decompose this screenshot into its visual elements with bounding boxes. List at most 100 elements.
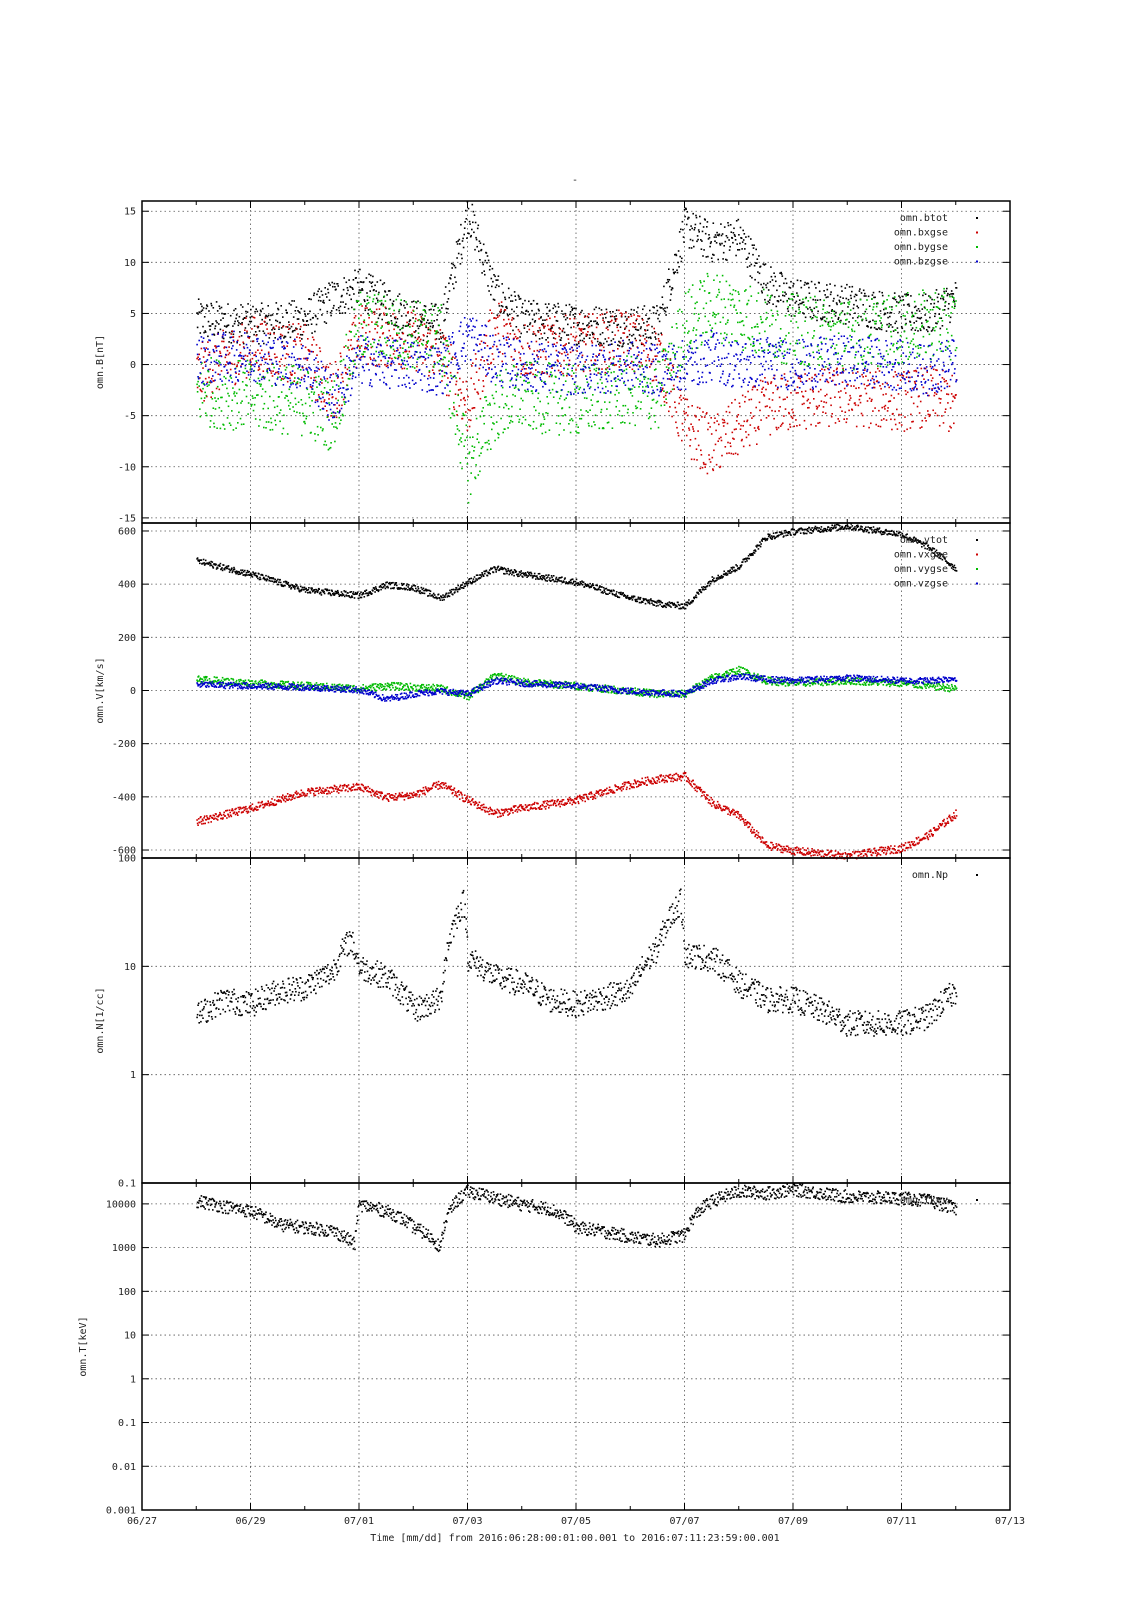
data-point bbox=[530, 362, 532, 364]
data-point bbox=[498, 406, 501, 408]
data-point bbox=[253, 317, 256, 319]
data-point bbox=[663, 400, 666, 403]
data-point bbox=[317, 367, 319, 370]
data-point bbox=[541, 372, 543, 375]
data-point bbox=[520, 370, 522, 372]
data-point bbox=[280, 371, 282, 374]
data-point bbox=[675, 254, 678, 257]
data-point bbox=[713, 254, 715, 256]
data-point bbox=[945, 380, 947, 382]
data-point bbox=[505, 305, 508, 308]
data-point bbox=[660, 332, 662, 334]
data-point bbox=[564, 312, 566, 315]
data-point bbox=[268, 367, 271, 370]
data-point bbox=[737, 414, 740, 416]
data-point bbox=[691, 426, 694, 428]
data-point bbox=[501, 283, 503, 285]
data-point bbox=[821, 368, 823, 370]
data-point bbox=[302, 331, 305, 333]
data-point bbox=[263, 320, 266, 323]
data-point bbox=[614, 320, 617, 322]
data-point bbox=[322, 301, 324, 303]
data-point bbox=[206, 414, 208, 417]
data-point bbox=[826, 393, 828, 396]
data-point bbox=[618, 392, 620, 394]
data-point bbox=[674, 271, 677, 273]
data-point bbox=[291, 370, 294, 372]
data-point bbox=[865, 319, 868, 322]
data-point bbox=[320, 397, 322, 400]
data-point bbox=[838, 420, 841, 422]
data-point bbox=[348, 279, 350, 281]
data-point bbox=[470, 234, 472, 237]
data-point bbox=[943, 380, 946, 383]
data-point bbox=[449, 277, 452, 280]
data-point bbox=[443, 337, 445, 340]
data-point bbox=[479, 259, 481, 261]
data-point bbox=[454, 276, 456, 279]
data-point bbox=[407, 363, 409, 366]
data-point bbox=[526, 331, 528, 333]
data-point bbox=[928, 394, 930, 397]
data-point bbox=[581, 391, 584, 394]
data-point bbox=[527, 310, 529, 313]
data-point bbox=[196, 391, 199, 393]
data-point bbox=[948, 345, 951, 347]
data-point bbox=[674, 353, 677, 355]
data-point bbox=[890, 330, 892, 333]
data-point bbox=[942, 309, 944, 311]
data-point bbox=[936, 322, 938, 325]
data-point bbox=[301, 376, 303, 379]
data-point bbox=[370, 379, 372, 381]
data-point bbox=[400, 366, 402, 368]
data-point bbox=[220, 396, 222, 399]
data-point bbox=[626, 336, 628, 339]
data-point bbox=[837, 352, 839, 355]
data-point bbox=[798, 306, 800, 309]
data-point bbox=[733, 227, 735, 230]
data-point bbox=[893, 292, 896, 294]
data-point bbox=[894, 423, 897, 426]
data-point bbox=[644, 329, 647, 332]
data-point bbox=[364, 356, 366, 358]
data-point bbox=[466, 463, 469, 465]
data-point bbox=[778, 295, 780, 298]
data-point bbox=[712, 253, 714, 256]
data-point bbox=[720, 439, 723, 442]
data-point bbox=[342, 288, 345, 291]
data-point bbox=[372, 364, 375, 366]
data-point bbox=[746, 258, 748, 260]
data-point bbox=[256, 382, 259, 384]
data-point bbox=[922, 386, 925, 389]
data-point bbox=[471, 228, 473, 231]
data-point bbox=[579, 329, 582, 331]
data-point bbox=[320, 360, 323, 363]
data-point bbox=[702, 332, 704, 334]
data-point bbox=[649, 416, 651, 418]
data-point bbox=[408, 357, 410, 359]
data-point bbox=[327, 288, 329, 291]
y-tick-label: 5 bbox=[130, 309, 136, 320]
data-point bbox=[254, 363, 256, 365]
data-point bbox=[949, 295, 951, 298]
data-point bbox=[442, 334, 445, 337]
data-point bbox=[333, 282, 336, 285]
data-point bbox=[868, 335, 870, 338]
data-point bbox=[580, 351, 583, 354]
data-point bbox=[396, 350, 398, 352]
data-point bbox=[203, 316, 206, 318]
data-point bbox=[250, 364, 253, 366]
data-point bbox=[704, 331, 707, 334]
data-point bbox=[686, 398, 689, 401]
data-point bbox=[446, 311, 448, 314]
data-point bbox=[576, 357, 579, 359]
data-point bbox=[537, 330, 539, 332]
data-point bbox=[295, 383, 297, 386]
data-point bbox=[676, 271, 679, 274]
data-point bbox=[656, 385, 658, 387]
data-point bbox=[664, 394, 667, 397]
data-point bbox=[484, 342, 487, 344]
data-point bbox=[642, 392, 645, 394]
data-point bbox=[528, 381, 531, 384]
data-point bbox=[561, 330, 564, 333]
